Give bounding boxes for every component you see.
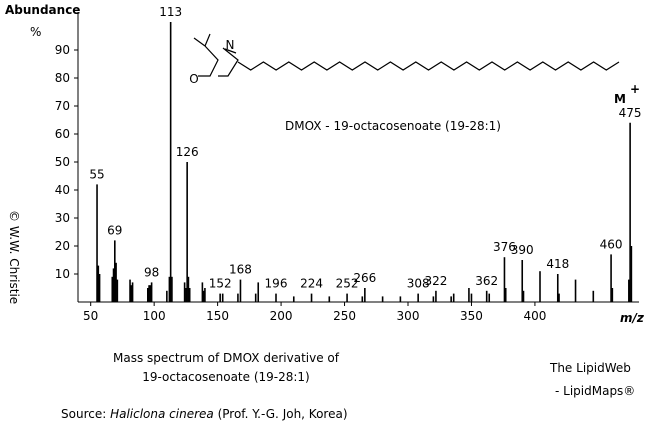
peak-label: 266 xyxy=(353,271,376,285)
structure-atom: N xyxy=(226,38,235,52)
structure xyxy=(193,33,620,77)
source-text: (Prof. Y.-G. Joh, Korea) xyxy=(214,407,348,421)
annotation: DMOX - 19-octacosenoate (19-28:1) xyxy=(285,119,501,133)
x-tick-label: 250 xyxy=(333,309,356,323)
peak-label: 460 xyxy=(600,237,623,251)
peak-label: 113 xyxy=(159,5,182,19)
ring-bond xyxy=(224,48,237,54)
ion-label: M xyxy=(614,92,626,106)
x-tick-label: 50 xyxy=(83,309,98,323)
x-tick-label: 400 xyxy=(523,309,546,323)
caption: 19-octacosenoate (19-28:1) xyxy=(142,370,310,384)
y-tick-label: 90 xyxy=(55,43,70,57)
copyright: © W.W. Christie xyxy=(7,210,21,304)
y-tick-label: 80 xyxy=(55,71,70,85)
caption: Mass spectrum of DMOX derivative of xyxy=(113,351,340,365)
ring-bond xyxy=(198,45,219,77)
x-tick-label: 200 xyxy=(270,309,293,323)
peak-label: 362 xyxy=(475,274,498,288)
x-tick-label: 300 xyxy=(397,309,420,323)
peak-label: 98 xyxy=(144,265,159,279)
peak-label: 168 xyxy=(229,263,252,277)
peak-label: 322 xyxy=(424,274,447,288)
x-tick-label: 100 xyxy=(143,309,166,323)
y-tick-label: 30 xyxy=(55,211,70,225)
y-tick-label: 50 xyxy=(55,155,70,169)
y-tick-label: 40 xyxy=(55,183,70,197)
structure-atom: O xyxy=(189,72,198,86)
ring-bond xyxy=(218,47,239,77)
ion-charge: + xyxy=(630,82,640,96)
peak-label: 224 xyxy=(300,277,323,291)
alkyl-chain xyxy=(237,61,620,71)
peak-label: 308 xyxy=(407,277,430,291)
peak-label: 126 xyxy=(176,145,199,159)
methyl xyxy=(204,33,211,47)
x-axis-label: m/z xyxy=(620,311,645,325)
peak-label: 252 xyxy=(336,277,359,291)
peak-label: 152 xyxy=(209,277,232,291)
peak-label: 55 xyxy=(89,167,104,181)
source-text: Source: xyxy=(61,407,110,421)
source-species: Haliclona cinerea xyxy=(110,407,214,421)
y-axis-label: Abundance xyxy=(5,3,80,17)
methyl xyxy=(193,37,206,47)
peak-label: 475 xyxy=(619,106,642,120)
source: Source: Haliclona cinerea (Prof. Y.-G. J… xyxy=(61,407,348,421)
y-tick-label: 20 xyxy=(55,239,70,253)
peak-label: 69 xyxy=(107,223,122,237)
peak-label: 196 xyxy=(265,277,288,291)
y-tick-label: 70 xyxy=(55,99,70,113)
x-tick-label: 350 xyxy=(460,309,483,323)
credit: The LipidWeb xyxy=(549,361,631,375)
y-tick-label: 60 xyxy=(55,127,70,141)
credit: - LipidMaps® xyxy=(555,384,635,398)
y-axis-unit: % xyxy=(30,25,41,39)
peak-label: 376 xyxy=(493,240,516,254)
peak-label: 390 xyxy=(511,243,534,257)
y-tick-label: 10 xyxy=(55,267,70,281)
x-tick-label: 150 xyxy=(206,309,229,323)
peak-label: 418 xyxy=(546,257,569,271)
